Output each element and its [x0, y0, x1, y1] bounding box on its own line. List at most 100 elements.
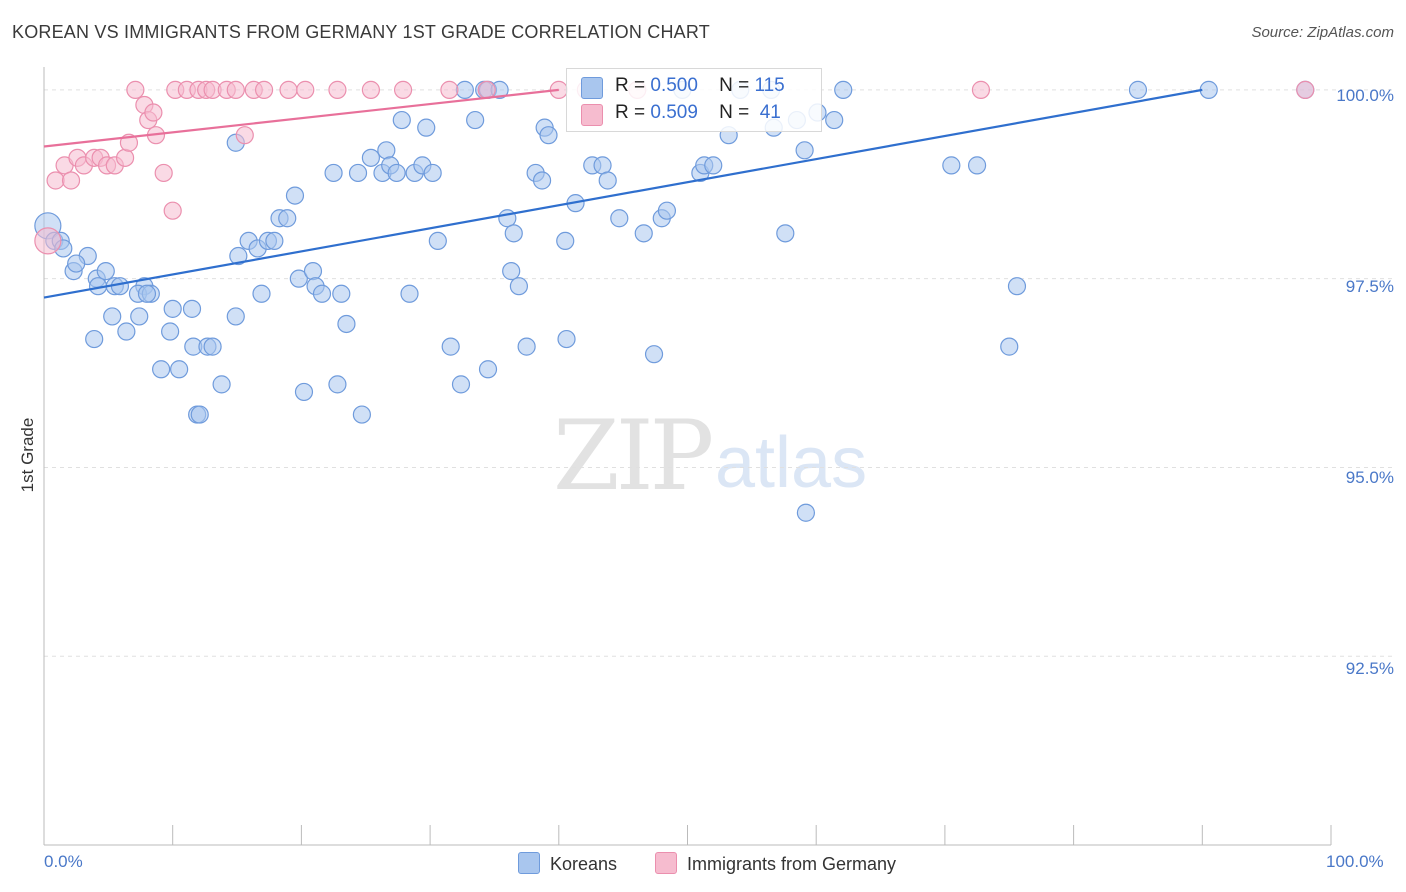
- korean-point-108: [1000, 337, 1019, 356]
- korean-point-96: [704, 156, 723, 175]
- korean-point-28: [212, 375, 231, 394]
- koreans-swatch-icon: [581, 77, 603, 99]
- korean-point-74: [502, 262, 521, 281]
- korean-point-40: [285, 186, 305, 205]
- korean-point-92: [657, 201, 677, 220]
- koreans-n-value: 115: [754, 75, 785, 96]
- germany-point-10: [115, 148, 135, 167]
- korean-point-47: [337, 314, 356, 334]
- korean-point-62: [417, 118, 436, 137]
- korean-point-41: [289, 269, 308, 288]
- korean-point-49: [352, 405, 371, 424]
- y-tick-label-95: 95.0%: [1345, 468, 1394, 487]
- korean-point-57: [387, 163, 406, 183]
- korean-point-32: [229, 246, 248, 266]
- korean-point-64: [428, 231, 447, 251]
- korean-point-55: [377, 141, 396, 160]
- germany-point-18: [163, 201, 182, 220]
- korean-point-75: [504, 224, 523, 243]
- watermark-zip: ZIP: [553, 400, 714, 512]
- korean-point-87: [598, 171, 617, 190]
- korean-point-58: [392, 110, 411, 130]
- korean-point-45: [294, 382, 314, 402]
- source-label: Source: ZipAtlas.com: [1251, 24, 1394, 41]
- korean-point-25: [203, 337, 222, 356]
- germany-point-40: [1296, 80, 1315, 99]
- germany-point-39: [971, 80, 991, 99]
- korean-point-112: [1128, 80, 1148, 99]
- korean-point-77: [517, 337, 536, 356]
- korean-point-82: [556, 231, 575, 251]
- bottom-legend-germany: Immigrants from Germany: [655, 852, 896, 875]
- korean-point-104: [825, 110, 844, 130]
- korean-point-52: [348, 163, 368, 183]
- germany-point-28: [254, 80, 274, 99]
- korean-point-89: [634, 224, 653, 243]
- korean-point-16: [103, 307, 122, 326]
- chart-title: KOREAN VS IMMIGRANTS FROM GERMANY 1ST GR…: [12, 22, 710, 42]
- germany-n-value: 41: [759, 102, 781, 123]
- korean-point-109: [1007, 277, 1027, 296]
- germany-point-30: [296, 80, 315, 99]
- korean-point-102: [795, 141, 814, 160]
- germany-swatch-icon: [581, 104, 603, 126]
- germany-point-3: [61, 171, 81, 190]
- korean-point-111: [796, 503, 816, 522]
- korean-point-66: [451, 375, 471, 394]
- germany-point-12: [126, 80, 145, 99]
- germany-point-1: [46, 171, 65, 190]
- korean-point-71: [478, 360, 498, 379]
- germany-n-label: N =: [719, 102, 750, 123]
- korean-point-68: [466, 110, 485, 130]
- korean-point-106: [942, 156, 961, 175]
- y-axis-label: 1st Grade: [18, 417, 37, 493]
- koreans-legend-label: Koreans: [550, 854, 618, 874]
- korean-point-53: [361, 148, 380, 167]
- korean-point-37: [265, 231, 284, 251]
- germany-point-34: [440, 80, 459, 99]
- germany-point-15: [144, 103, 163, 122]
- germany-point-26: [235, 126, 254, 145]
- korean-point-20: [85, 329, 104, 349]
- bottom-legend-koreans: Koreans: [518, 852, 617, 875]
- korean-point-21: [117, 322, 136, 341]
- germany-r-value: 0.509: [650, 102, 698, 123]
- germany-point-29: [279, 80, 298, 99]
- germany-point-33: [393, 80, 413, 99]
- korean-trend-line: [43, 88, 1203, 299]
- germany-point-25: [226, 80, 245, 99]
- korean-point-8: [96, 262, 115, 281]
- koreans-n-label: N =: [719, 75, 750, 96]
- korean-point-39: [278, 209, 297, 228]
- korean-point-17: [130, 307, 149, 326]
- germany-legend-label: Immigrants from Germany: [687, 854, 897, 874]
- korean-point-90: [644, 345, 664, 364]
- korean-point-59: [400, 284, 419, 303]
- korean-point-31: [226, 307, 245, 326]
- watermark-atlas: atlas: [715, 423, 868, 503]
- korean-point-86: [593, 156, 612, 175]
- koreans-r-value: 0.500: [650, 75, 698, 96]
- germany-point-35: [477, 80, 496, 99]
- germany-point-0: [34, 227, 62, 255]
- germany-r-label: R =: [615, 102, 646, 123]
- korean-point-30: [190, 405, 209, 424]
- koreans-legend-icon: [518, 852, 540, 874]
- korean-point-63: [423, 163, 442, 183]
- y-tick-label-92-5: 92.5%: [1345, 659, 1394, 678]
- korean-point-46: [332, 284, 351, 303]
- germany-legend-icon: [655, 852, 677, 874]
- korean-point-65: [441, 337, 460, 356]
- korean-point-51: [324, 163, 343, 183]
- germany-point-31: [328, 80, 347, 99]
- germany-trend-line: [43, 88, 559, 148]
- korean-point-88: [610, 209, 629, 228]
- germany-point-17: [154, 163, 173, 183]
- korean-point-76: [509, 277, 529, 296]
- korean-point-15: [137, 284, 157, 303]
- korean-point-35: [252, 284, 271, 303]
- korean-point-18: [163, 299, 182, 318]
- korean-point-42: [303, 262, 323, 281]
- y-tick-label-100: 100.0%: [1336, 86, 1394, 105]
